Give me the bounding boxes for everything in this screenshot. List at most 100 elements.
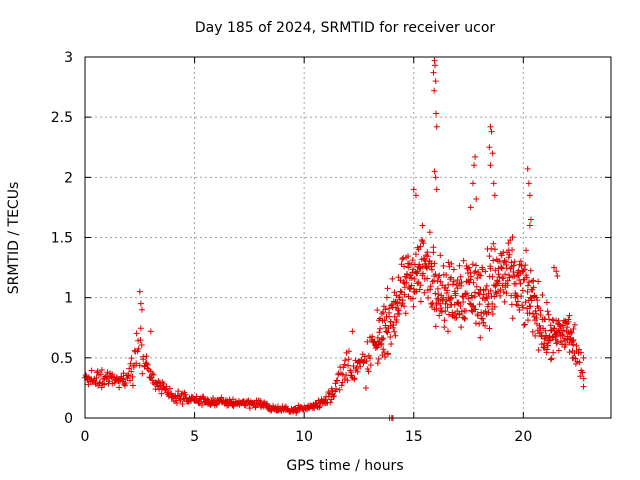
data-point [492,283,499,290]
data-point [397,277,404,284]
data-point [527,294,534,301]
data-point [396,296,403,303]
data-point [365,368,372,375]
data-point [401,263,408,270]
data-point [436,312,443,319]
data-point [395,274,402,281]
data-point [133,330,140,337]
data-point [498,252,505,259]
data-point [492,267,499,274]
data-point [527,303,534,310]
data-point [470,302,477,309]
data-point [532,332,539,339]
data-point [407,272,414,279]
data-point [477,334,484,341]
data-point [380,335,387,342]
data-point [528,297,535,304]
data-point [547,322,554,329]
data-point [341,361,348,368]
data-point [579,369,586,376]
data-point [501,298,508,305]
data-point [524,282,531,289]
data-point [489,150,496,157]
data-point [457,273,464,280]
data-point [453,281,460,288]
data-point [374,344,381,351]
data-point [562,341,569,348]
data-point [357,363,364,370]
data-point [353,364,360,371]
data-point [541,335,548,342]
data-point [338,382,345,389]
data-point [438,308,445,315]
data-point [568,329,575,336]
data-point [137,337,144,344]
data-point [544,308,551,315]
data-point [329,387,336,394]
data-point [97,371,104,378]
data-point [544,342,551,349]
data-point [577,373,584,380]
data-point [403,279,410,286]
data-point [498,264,505,271]
data-point [433,306,440,313]
data-point [396,311,403,318]
data-point [166,385,173,392]
data-point [542,327,549,334]
data-point [475,269,482,276]
data-point [448,260,455,267]
data-point [424,253,431,260]
data-point [496,274,503,281]
data-point [390,324,397,331]
data-point [577,349,584,356]
data-point [349,328,356,335]
data-point [520,267,527,274]
data-point [461,315,468,322]
data-point [458,279,465,286]
data-point [543,332,550,339]
data-point [387,318,394,325]
data-point [529,278,536,285]
data-point [488,245,495,252]
data-point [437,252,444,259]
data-point [490,257,497,264]
data-point [147,328,154,335]
data-point [386,313,393,320]
data-point [354,368,361,375]
data-point [175,388,182,395]
data-point [98,366,105,373]
data-point [524,165,531,172]
data-point [384,285,391,292]
data-point [410,186,417,193]
data-point [405,253,412,260]
data-point [380,346,387,353]
data-point [472,289,479,296]
chart-title: Day 185 of 2024, SRMTID for receiver uco… [195,20,496,36]
data-point [537,312,544,319]
data-point [482,268,489,275]
data-point [391,289,398,296]
data-point [432,290,439,297]
data-points [81,57,587,421]
data-point [173,400,180,407]
data-point [490,180,497,187]
data-point [530,284,537,291]
data-point [138,306,145,313]
data-point [242,402,249,409]
data-point [491,303,498,310]
data-point [131,347,138,354]
tick-labels: 0 5 10 15 20 0 0.5 1 1.5 2 2.5 3 [51,50,533,445]
data-point [432,62,439,69]
data-point [345,362,352,369]
data-point [364,338,371,345]
data-point [374,360,381,367]
data-point [139,370,146,377]
data-point [546,316,553,323]
data-point [384,329,391,336]
data-point [392,332,399,339]
data-point [473,283,480,290]
data-point [490,240,497,247]
data-point [369,333,376,340]
data-point [502,271,509,278]
data-point [409,295,416,302]
